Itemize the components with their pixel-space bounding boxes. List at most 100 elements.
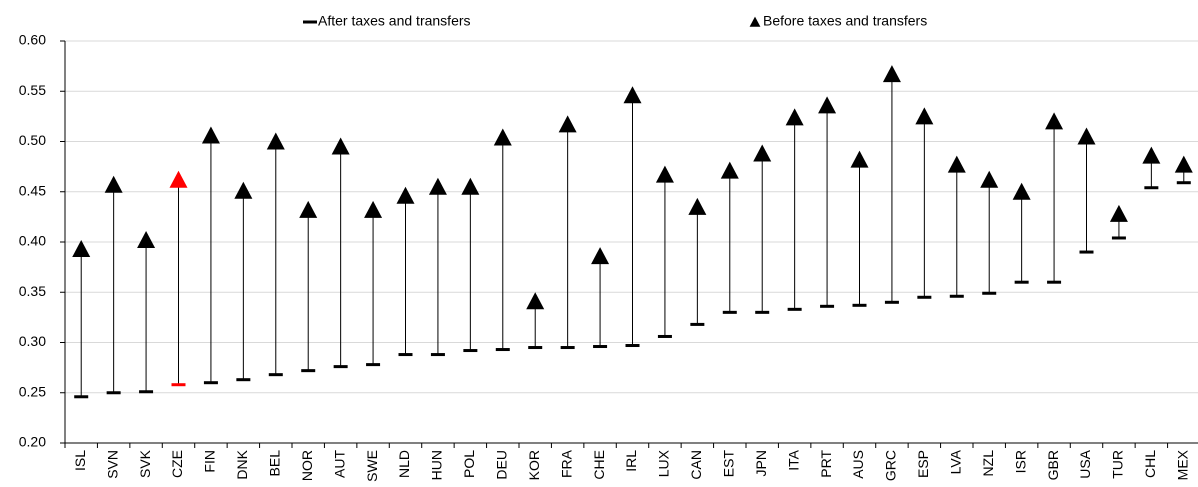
x-tick-label: AUS	[850, 450, 866, 479]
triangle-marker	[623, 86, 642, 104]
x-tick-label: MEX	[1174, 449, 1190, 480]
triangle-marker	[850, 150, 869, 168]
triangle-marker	[591, 247, 610, 265]
legend-label: Before taxes and transfers	[763, 13, 927, 29]
y-tick-label: 0.20	[19, 434, 46, 450]
triangle-marker	[461, 177, 480, 195]
triangle-marker	[331, 137, 350, 155]
x-tick-label: JPN	[753, 450, 769, 476]
dash-marker	[495, 348, 510, 352]
x-tick-label: CZE	[169, 450, 185, 478]
x-tick-label: USA	[1077, 449, 1093, 478]
dash-marker	[755, 310, 770, 314]
dash-marker	[787, 307, 802, 311]
legend-label: After taxes and transfers	[318, 13, 471, 29]
legend-marker	[749, 16, 761, 27]
dash-marker	[949, 294, 964, 298]
x-tick-label: ESP	[915, 450, 931, 478]
y-tick-label: 0.35	[19, 283, 46, 299]
triangle-marker	[266, 132, 285, 150]
dash-marker	[593, 345, 608, 349]
dash-marker	[528, 346, 543, 350]
y-tick-label: 0.50	[19, 132, 46, 148]
x-tick-label: ISL	[72, 450, 88, 471]
x-tick-label: CAN	[688, 450, 704, 480]
triangle-marker	[785, 108, 804, 126]
dash-marker	[852, 303, 867, 307]
triangle-marker	[1077, 127, 1096, 145]
x-tick-label: POL	[461, 450, 477, 478]
triangle-marker	[72, 240, 91, 258]
dash-marker	[171, 383, 186, 387]
dash-marker	[463, 349, 478, 353]
x-tick-label: NOR	[299, 450, 315, 481]
dash-marker	[301, 369, 316, 373]
y-tick-label: 0.25	[19, 383, 46, 399]
dash-marker	[106, 391, 121, 395]
dash-marker	[625, 344, 640, 348]
x-tick-label: AUT	[331, 450, 347, 478]
triangle-marker	[753, 144, 772, 162]
dash-marker	[560, 346, 575, 350]
x-tick-label: DNK	[234, 449, 250, 479]
dash-marker	[1111, 236, 1126, 240]
dash-marker	[657, 334, 672, 338]
triangle-marker	[104, 175, 123, 193]
x-tick-label: ITA	[785, 449, 801, 470]
triangle-marker	[169, 170, 188, 188]
triangle-marker	[558, 115, 577, 133]
x-tick-label: FRA	[558, 449, 574, 478]
y-tick-label: 0.60	[19, 32, 46, 48]
triangle-marker	[201, 126, 220, 144]
dash-marker	[1079, 250, 1094, 254]
dash-marker	[430, 353, 445, 357]
dash-marker	[690, 322, 705, 326]
x-tick-label: LVA	[947, 449, 963, 474]
triangle-marker	[655, 165, 674, 183]
triangle-marker	[720, 161, 739, 179]
triangle-marker	[493, 128, 512, 146]
x-tick-label: SVN	[104, 450, 120, 479]
dash-marker	[722, 310, 737, 314]
triangle-marker	[1109, 204, 1128, 222]
triangle-marker	[980, 170, 999, 188]
dash-marker	[1176, 181, 1191, 185]
triangle-marker	[882, 65, 901, 83]
triangle-marker	[1045, 112, 1064, 130]
x-tick-label: NLD	[396, 450, 412, 478]
dash-marker	[398, 353, 413, 357]
x-tick-label: CHE	[591, 450, 607, 480]
triangle-marker	[526, 292, 545, 310]
dash-marker	[820, 304, 835, 308]
dash-marker	[333, 365, 348, 369]
triangle-marker	[364, 200, 383, 218]
x-tick-label: LUX	[656, 449, 672, 477]
dash-marker	[884, 300, 899, 304]
x-tick-label: CHL	[1142, 450, 1158, 478]
x-tick-label: GRC	[883, 450, 899, 481]
x-tick-label: FIN	[202, 450, 218, 473]
y-tick-label: 0.55	[19, 82, 46, 98]
triangle-marker	[137, 230, 156, 248]
dash-marker	[917, 295, 932, 299]
x-tick-label: IRL	[623, 450, 639, 472]
legend-marker	[303, 20, 317, 24]
triangle-marker	[299, 200, 318, 218]
y-tick-label: 0.45	[19, 182, 46, 198]
dash-marker	[1014, 280, 1029, 284]
dash-marker	[139, 390, 154, 394]
dash-marker	[203, 381, 218, 385]
x-tick-label: EST	[720, 450, 736, 478]
triangle-marker	[396, 186, 415, 204]
triangle-marker	[428, 177, 447, 195]
dash-marker	[982, 291, 997, 295]
dash-marker	[268, 373, 283, 377]
x-tick-label: SVK	[137, 449, 153, 478]
triangle-marker	[234, 181, 253, 199]
x-tick-label: NZL	[980, 450, 996, 477]
dash-marker	[366, 363, 381, 367]
triangle-marker	[818, 96, 837, 114]
x-tick-label: GBR	[1045, 450, 1061, 480]
x-tick-label: DEU	[493, 450, 509, 480]
